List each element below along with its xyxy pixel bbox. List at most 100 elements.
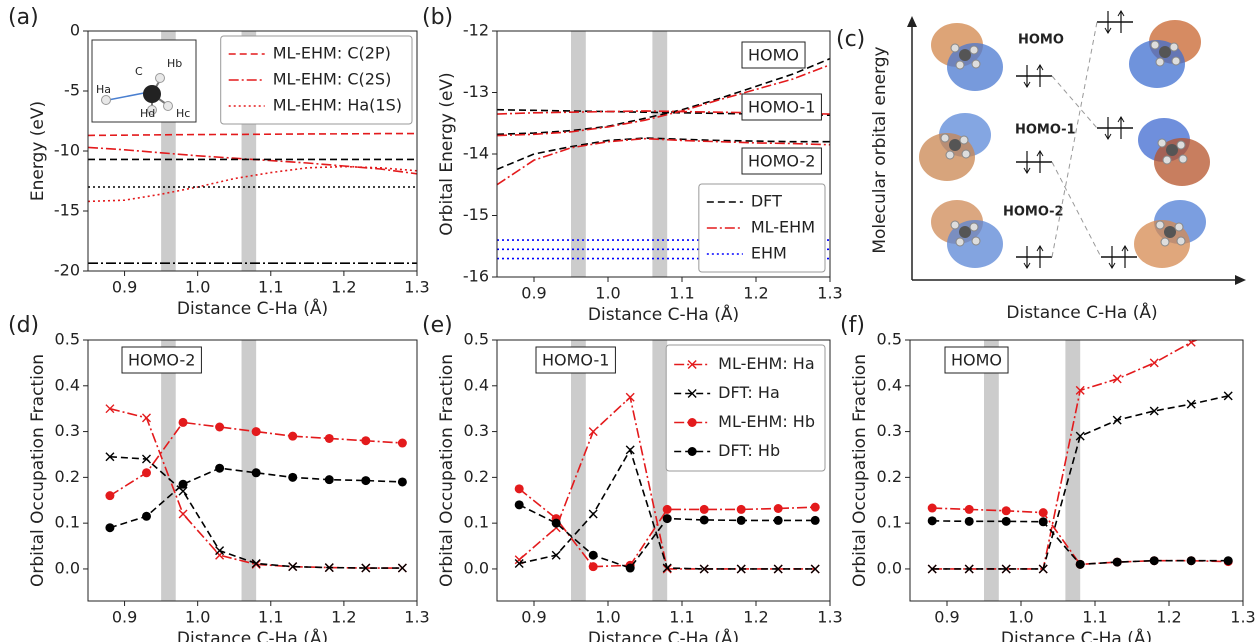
panel-label: (d)	[8, 313, 39, 338]
marker	[105, 404, 115, 414]
atom-label: C	[135, 65, 143, 78]
marker	[1149, 556, 1159, 566]
x-tick-label: 1.2	[743, 608, 768, 627]
x-tick-label: 1.0	[595, 284, 620, 303]
panel-label: (c)	[836, 27, 865, 52]
marker	[215, 463, 225, 473]
marker	[514, 484, 524, 494]
series-line	[497, 137, 830, 186]
atom	[1176, 236, 1186, 246]
series-line	[109, 421, 403, 497]
legend: DFT ML-EHM EHM	[698, 183, 826, 273]
panel-label: (e)	[422, 313, 453, 338]
marker	[588, 509, 598, 519]
atom	[1178, 154, 1188, 164]
chart-panel: 0.9 1.0 1.1 1.2 1.3 0.0 0.1 0.2 0.3 0.4 0.5 Distanc…	[840, 313, 1256, 642]
y-tick-label: 0.0	[877, 558, 902, 577]
y-tick-label: -12	[463, 21, 489, 40]
series-line	[497, 57, 830, 136]
chart-panel: 0.9 1.0 1.1 1.2 1.3 -20 -15 -10 -5 0 Distance C-Ha…	[8, 5, 430, 319]
x-tick-label: 1.2	[331, 608, 356, 627]
marker	[251, 558, 261, 568]
marker	[178, 479, 188, 489]
y-tick-label: 0.1	[464, 513, 489, 532]
level-label: HOMO-2	[1003, 205, 1064, 220]
marker	[215, 546, 225, 556]
marker	[964, 504, 974, 514]
arrow-head	[907, 16, 917, 27]
atom	[959, 49, 971, 61]
arrow-tip	[1117, 116, 1125, 123]
y-tick-label: 0.1	[55, 513, 80, 532]
atom-label: Hb	[167, 57, 182, 70]
shaded-region	[241, 340, 257, 601]
marker	[964, 516, 974, 526]
arrow-tip	[1104, 27, 1112, 34]
chart-panel: 0.9 1.0 1.1 1.2 1.3 0.0 0.1 0.2 0.3 0.4 0.5 Distanc…	[422, 313, 843, 642]
y-axis-label: Molecular orbital energy	[870, 46, 890, 253]
legend-label: ML-EHM	[751, 218, 815, 237]
marker	[662, 563, 672, 573]
marker	[1186, 399, 1196, 409]
y-tick-label: -16	[463, 267, 489, 286]
legend-box	[698, 183, 826, 273]
x-tick-label: 1.0	[1008, 608, 1033, 627]
marker	[105, 491, 115, 501]
legend-marker	[687, 360, 697, 369]
marker	[736, 515, 746, 525]
y-tick-label: 0.3	[464, 421, 489, 440]
marker	[810, 502, 820, 512]
y-axis-label: Orbital Occupation Fraction	[28, 354, 48, 587]
y-tick-label: -15	[54, 201, 80, 220]
marker	[662, 514, 672, 524]
x-tick-label: 1.3	[404, 278, 429, 297]
level-label: HOMO	[1018, 33, 1064, 48]
bond	[107, 92, 145, 101]
marker	[551, 550, 561, 560]
axes-frame	[87, 339, 418, 602]
marker	[588, 562, 598, 572]
marker	[1001, 564, 1011, 574]
y-tick-label: -15	[463, 205, 489, 224]
atom	[1169, 42, 1179, 52]
marker	[625, 445, 635, 455]
y-tick-label: 0.4	[464, 375, 489, 394]
y-tick-label: 0.2	[55, 467, 80, 486]
chart-panel: 0.9 1.0 1.1 1.2 1.3 -16 -15 -14 -13 -12 Distance C…	[422, 5, 843, 325]
marker	[178, 417, 188, 427]
arrow-tip	[1023, 262, 1031, 269]
atom	[1155, 220, 1165, 230]
atom	[1155, 57, 1165, 67]
x-tick-label: 1.2	[331, 278, 356, 297]
legend-label: DFT: Ha	[718, 383, 780, 402]
x-tick-label: 0.9	[521, 608, 546, 627]
atom	[163, 101, 173, 111]
marker	[1112, 374, 1122, 384]
atom-label: Hd	[140, 107, 155, 120]
atom	[1174, 222, 1184, 232]
arrow-tip	[1104, 133, 1112, 140]
atom	[959, 135, 969, 145]
marker	[736, 564, 746, 574]
y-tick-label: 0.4	[55, 375, 80, 394]
plot-area	[514, 340, 820, 601]
shaded-region	[984, 340, 999, 601]
marker	[361, 476, 371, 486]
marker	[927, 516, 937, 526]
axes-frame	[496, 339, 831, 602]
marker	[215, 422, 225, 432]
y-tick-label: 0.5	[877, 330, 902, 349]
x-tick-label: 1.2	[743, 284, 768, 303]
arrow-tip	[1117, 10, 1125, 17]
atom	[969, 222, 979, 232]
marker	[773, 515, 783, 525]
legend-label: EHM	[751, 244, 787, 263]
legend-label: ML-EHM: C(2S)	[273, 70, 392, 89]
marker	[514, 558, 524, 568]
x-tick-label: 1.3	[404, 608, 429, 627]
legend-label: ML-EHM: Ha(1S)	[273, 96, 402, 115]
annotation-box	[535, 346, 616, 374]
atom	[945, 150, 955, 160]
legend-label: DFT: Hb	[718, 441, 780, 460]
marker	[625, 563, 635, 573]
